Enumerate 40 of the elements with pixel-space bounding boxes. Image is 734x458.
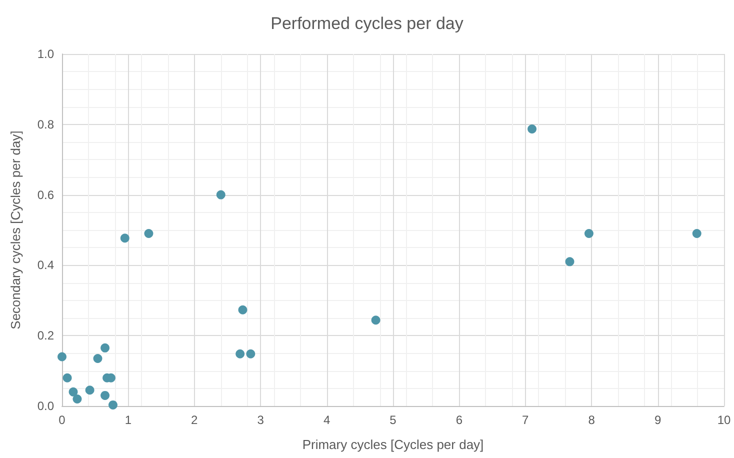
point	[565, 257, 574, 266]
point	[108, 400, 118, 410]
x-tick-label: 5	[390, 413, 397, 427]
point	[72, 394, 82, 404]
x-tick-label: 4	[323, 413, 330, 427]
y-tick-label: 0.6	[37, 188, 54, 202]
x-tick-label: 3	[257, 413, 264, 427]
point	[120, 234, 130, 243]
x-axis-title: Primary cycles [Cycles per day]	[302, 437, 484, 452]
point	[371, 316, 380, 325]
y-tick-label: 0.2	[37, 328, 54, 343]
y-tick-label: 0.8	[37, 117, 54, 132]
x-tick-label: 9	[654, 413, 662, 427]
x-tick-label: 1	[124, 413, 132, 427]
point	[62, 373, 72, 382]
point	[100, 390, 110, 400]
x-tick-label: 2	[191, 413, 198, 427]
y-tick-label: 0.4	[37, 258, 54, 272]
point	[584, 229, 594, 238]
point	[85, 386, 94, 395]
y-axis-title: Secondary cycles [Cycles per day]	[8, 130, 23, 330]
point	[93, 354, 102, 363]
x-tick-label: 6	[456, 413, 463, 427]
point	[238, 305, 248, 314]
point	[144, 229, 154, 238]
y-tick-label: 0.0	[37, 399, 54, 413]
point	[528, 124, 537, 134]
point	[68, 387, 78, 396]
point	[246, 349, 256, 358]
x-tick-label: 7	[522, 413, 530, 427]
x-tick-label: 8	[588, 413, 596, 427]
point	[236, 349, 245, 358]
point	[216, 190, 226, 200]
chart-title: Performed cycles per day	[270, 14, 464, 33]
point	[100, 343, 110, 352]
x-tick-label: 0	[58, 413, 66, 427]
point	[58, 352, 66, 362]
x-tick-label: 10	[717, 413, 731, 427]
point	[692, 229, 702, 238]
y-tick-label: 1.0	[37, 47, 54, 61]
